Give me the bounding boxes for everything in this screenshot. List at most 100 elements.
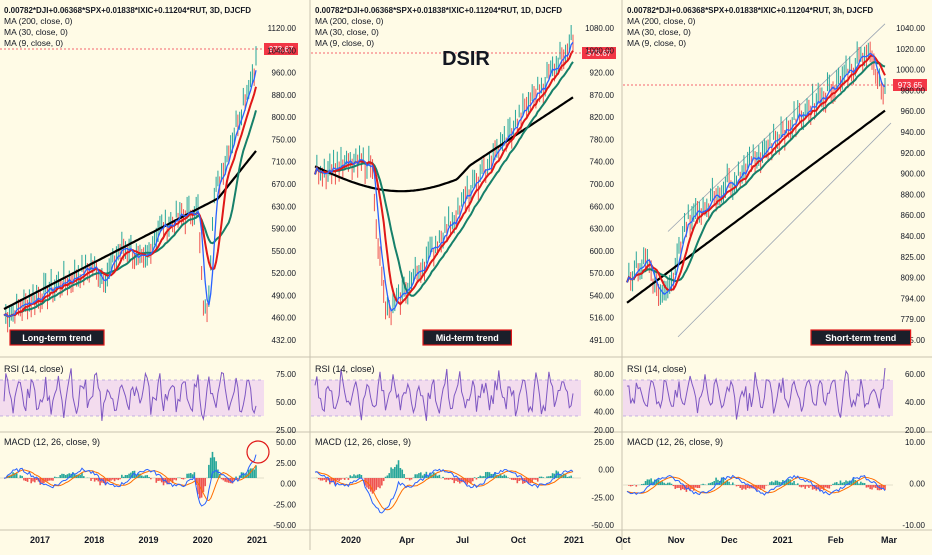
legend-ma: MA (200, close, 0)	[4, 16, 73, 26]
macd-hist-bar	[747, 485, 749, 488]
price-tick: 920.00	[901, 149, 926, 158]
price-tick: 800.00	[272, 113, 297, 122]
macd-hist-bar	[159, 478, 161, 481]
legend-ma: MA (9, close, 0)	[4, 38, 63, 48]
macd-hist-bar	[320, 478, 322, 481]
macd-hist-bar	[552, 473, 554, 478]
macd-hist-bar	[730, 484, 732, 485]
macd-hist-bar	[663, 483, 665, 485]
rsi-tick: 20.00	[594, 426, 615, 435]
price-tick: 491.00	[590, 336, 615, 345]
legend-ma: MA (9, close, 0)	[627, 38, 686, 48]
macd-hist-bar	[379, 478, 381, 488]
macd-hist-bar	[25, 478, 27, 481]
macd-hist-bar	[344, 478, 346, 480]
macd-hist-bar	[632, 485, 634, 486]
macd-hist-bar	[348, 478, 350, 480]
macd-label: MACD (12, 26, close, 9)	[627, 437, 723, 447]
x-tick: 2019	[138, 535, 158, 545]
macd-hist-bar	[832, 484, 834, 485]
macd-hist-bar	[732, 482, 734, 485]
macd-hist-bar	[49, 478, 51, 481]
x-tick: Nov	[668, 535, 685, 545]
macd-hist-bar	[54, 477, 56, 478]
macd-hist-bar	[255, 465, 257, 478]
macd-hist-bar	[32, 478, 34, 481]
price-tick: 870.00	[590, 91, 615, 100]
price-tick: 780.00	[590, 135, 615, 144]
macd-tick: 0.00	[280, 480, 296, 489]
macd-hist-bar	[712, 482, 714, 485]
macd-hist-bar	[765, 485, 767, 486]
macd-hist-bar	[175, 478, 177, 480]
macd-hist-bar	[90, 478, 92, 481]
macd-hist-bar	[778, 482, 780, 485]
macd-hist-bar	[502, 476, 504, 478]
macd-hist-bar	[398, 460, 400, 478]
price-tick: 600.00	[590, 247, 615, 256]
macd-tick: 25.00	[276, 459, 297, 468]
macd-hist-bar	[96, 478, 98, 480]
macd-hist-bar	[478, 477, 480, 478]
macd-hist-bar	[186, 474, 188, 478]
price-tick: 516.00	[590, 314, 615, 323]
macd-hist-bar	[336, 478, 338, 480]
price-tick: 794.00	[901, 294, 926, 303]
macd-tick: -50.00	[591, 521, 614, 530]
macd-hist-bar	[793, 481, 795, 485]
macd-hist-bar	[388, 473, 390, 478]
macd-hist-bar	[795, 484, 797, 485]
macd-hist-bar	[116, 478, 118, 479]
price-tick: 432.00	[272, 336, 297, 345]
price-tick: 520.00	[272, 269, 297, 278]
macd-hist-bar	[713, 481, 715, 485]
macd-hist-bar	[448, 478, 450, 480]
macd-hist-bar	[867, 485, 869, 487]
macd-tick: -10.00	[902, 521, 925, 530]
macd-hist-bar	[146, 475, 148, 478]
macd-hist-bar	[546, 476, 548, 478]
macd-label: MACD (12, 26, close, 9)	[4, 437, 100, 447]
macd-hist-bar	[673, 485, 675, 486]
macd-hist-bar	[119, 478, 121, 479]
x-tick: 2021	[564, 535, 584, 545]
macd-hist-bar	[390, 467, 392, 478]
rsi-tick: 60.00	[594, 389, 615, 398]
rsi-tick: 40.00	[905, 398, 926, 407]
rsi-tick: 50.00	[276, 398, 297, 407]
macd-hist-bar	[866, 485, 868, 488]
macd-hist-bar	[351, 476, 353, 478]
macd-hist-bar	[203, 478, 205, 492]
macd-hist-bar	[403, 474, 405, 478]
macd-hist-bar	[375, 478, 377, 490]
price-tick: 740.00	[590, 158, 615, 167]
trend-label: Mid-term trend	[436, 333, 499, 343]
price-tick: 820.00	[590, 113, 615, 122]
x-tick: 2020	[341, 535, 361, 545]
macd-hist-bar	[771, 481, 773, 485]
macd-hist-bar	[769, 482, 771, 485]
macd-hist-bar	[20, 475, 22, 478]
macd-hist-bar	[221, 478, 223, 479]
x-tick: 2018	[84, 535, 104, 545]
macd-hist-bar	[661, 481, 663, 485]
macd-tick: 0.00	[598, 466, 614, 475]
macd-tick: -50.00	[273, 521, 296, 530]
macd-hist-bar	[645, 481, 647, 485]
macd-hist-bar	[674, 485, 676, 489]
macd-hist-bar	[208, 465, 210, 478]
price-tick: 840.00	[901, 232, 926, 241]
macd-hist-bar	[125, 475, 127, 478]
price-tick: 570.00	[590, 269, 615, 278]
price-tick: 540.00	[590, 291, 615, 300]
macd-hist-bar	[680, 485, 682, 490]
macd-hist-bar	[643, 484, 645, 485]
macd-hist-bar	[762, 485, 764, 488]
macd-hist-bar	[453, 478, 455, 483]
macd-hist-bar	[842, 483, 844, 485]
macd-hist-bar	[452, 478, 454, 480]
trend-label: Long-term trend	[22, 333, 92, 343]
rsi-tick: 40.00	[594, 407, 615, 416]
